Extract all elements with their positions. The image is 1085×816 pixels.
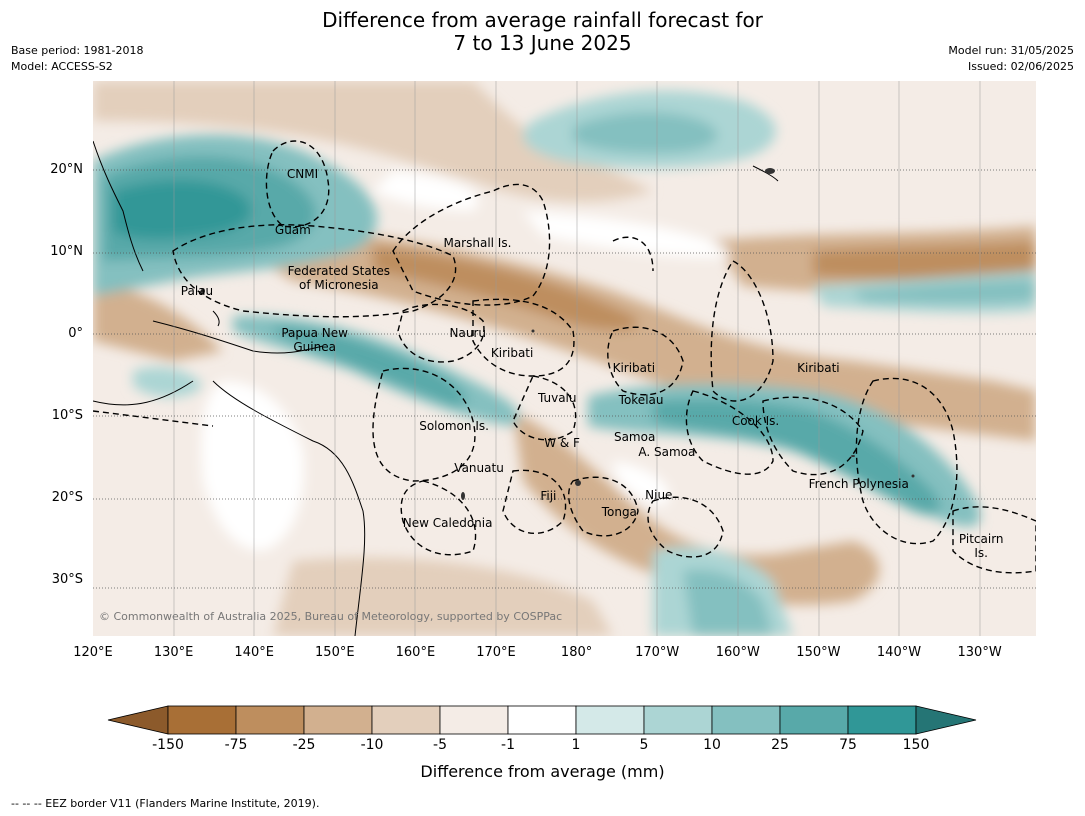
lat-tick-label: 10°N	[50, 244, 83, 259]
region-label: Kiribati	[612, 361, 656, 376]
region-label: Marshall Is.	[443, 235, 512, 250]
lat-tick-label: 30°S	[51, 572, 83, 587]
colorbar-tick-label: -25	[292, 737, 316, 753]
lon-tick-label: 160°W	[715, 645, 760, 660]
colorbar-swatch	[371, 705, 441, 735]
lon-tick-label: 130°E	[153, 645, 194, 660]
model-run: Model run: 31/05/2025	[948, 44, 1074, 57]
base-period: Base period: 1981-2018	[11, 44, 144, 57]
title-line-1: Difference from average rainfall forecas…	[322, 8, 763, 32]
colorbar-extend-low	[107, 705, 169, 735]
lon-tick-label: 170°W	[635, 645, 680, 660]
colorbar-tick-label: 150	[902, 737, 930, 753]
region-label: Fiji	[540, 488, 557, 503]
lon-tick-label: 180°	[560, 645, 593, 660]
lon-tick-label: 150°W	[796, 645, 841, 660]
lon-tick-label: 140°E	[234, 645, 274, 660]
colorbar-tick-label: -75	[224, 737, 248, 753]
region-label: Guam	[274, 222, 311, 237]
region-label: Samoa	[613, 429, 656, 444]
region-label: Tokelau	[618, 393, 664, 408]
lon-grid	[173, 81, 981, 636]
lat-tick-label: 20°N	[50, 162, 83, 177]
region-label: Vanuatu	[454, 460, 504, 475]
islands	[201, 168, 915, 500]
colorbar-tick-label: 10	[703, 737, 721, 753]
footer-note: -- -- -- EEZ border V11 (Flanders Marine…	[11, 797, 320, 810]
map-svg	[93, 81, 1036, 636]
lon-tick-label: 160°E	[395, 645, 436, 660]
colorbar-swatch	[847, 705, 917, 735]
region-label: Solomon Is.	[419, 418, 489, 433]
colorbar-swatch	[303, 705, 373, 735]
colorbar-swatch	[779, 705, 849, 735]
region-label: Nauru	[449, 326, 487, 341]
colorbar-swatch	[575, 705, 645, 735]
region-label: Papua New Guinea	[281, 325, 348, 354]
region-label: Tuvalu	[537, 390, 577, 405]
colorbar-swatch	[643, 705, 713, 735]
region-label: New Caledonia	[402, 516, 493, 531]
colorbar-swatch	[507, 705, 577, 735]
colorbar-swatch	[235, 705, 305, 735]
colorbar-tick-label: -150	[152, 737, 184, 753]
colorbar-tick-label: -5	[433, 737, 447, 753]
rainfall-map	[93, 81, 1036, 636]
meta-left: Base period: 1981-2018 Model: ACCESS-S2	[11, 43, 143, 75]
region-label: French Polynesia	[808, 477, 909, 492]
region-label: Kiribati	[490, 345, 534, 360]
eez-borders	[93, 140, 1036, 574]
lon-tick-label: 130°W	[957, 645, 1002, 660]
region-label: CNMI	[286, 167, 319, 182]
anomaly-field	[93, 81, 1036, 636]
colorbar-swatch	[167, 705, 237, 735]
colorbar-tick-label: -1	[501, 737, 515, 753]
lat-tick-label: 20°S	[51, 490, 83, 505]
colorbar-tick-label: -10	[360, 737, 384, 753]
colorbar-label: Difference from average (mm)	[420, 762, 665, 781]
lat-tick-label: 0°	[68, 326, 83, 341]
colorbar-tick-label: 5	[639, 737, 649, 753]
region-label: W & F	[544, 436, 580, 451]
title-line-2: 7 to 13 June 2025	[453, 31, 632, 55]
region-label: Tonga	[601, 504, 637, 519]
colorbar-tick-label: 1	[571, 737, 581, 753]
colorbar	[107, 705, 977, 735]
region-label: Federated States of Micronesia	[287, 264, 391, 293]
lon-tick-label: 170°E	[476, 645, 516, 660]
region-label: Palau	[180, 284, 214, 299]
model-name: Model: ACCESS-S2	[11, 60, 113, 73]
region-label: A. Samoa	[638, 445, 696, 460]
lon-tick-label: 150°E	[315, 645, 355, 660]
region-label: Pitcairn Is.	[958, 532, 1004, 561]
region-label: Kiribati	[797, 361, 840, 376]
copyright-notice: © Commonwealth of Australia 2025, Bureau…	[99, 610, 563, 623]
meta-right: Model run: 31/05/2025 Issued: 02/06/2025	[948, 43, 1074, 75]
lon-tick-label: 140°W	[876, 645, 922, 660]
coastlines	[93, 140, 779, 636]
colorbar-swatch	[439, 705, 509, 735]
colorbar-extend-high	[915, 705, 977, 735]
region-label: Cook Is.	[731, 413, 780, 428]
region-label: Niue	[645, 487, 673, 502]
colorbar-swatch	[711, 705, 781, 735]
colorbar-tick-label: 75	[839, 737, 857, 753]
lon-tick-label: 120°E	[73, 645, 113, 660]
issued-date: Issued: 02/06/2025	[967, 60, 1074, 73]
colorbar-tick-label: 25	[771, 737, 789, 753]
lat-tick-label: 10°S	[51, 408, 83, 423]
